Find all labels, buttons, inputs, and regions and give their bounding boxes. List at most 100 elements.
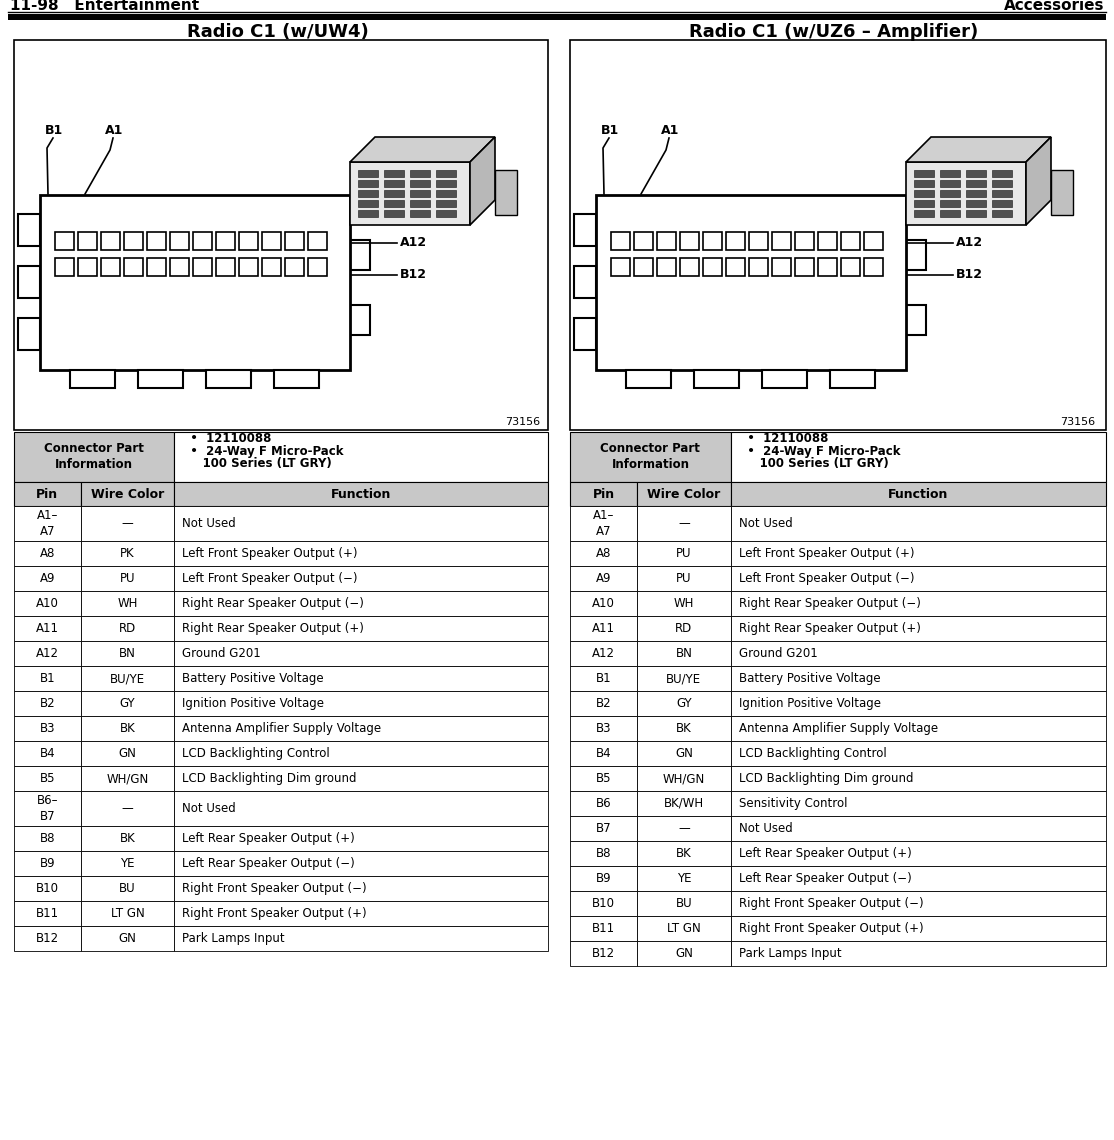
- Text: GY: GY: [676, 697, 692, 710]
- Text: B4: B4: [596, 747, 612, 760]
- Text: Function: Function: [331, 488, 391, 500]
- Text: YE: YE: [120, 857, 135, 870]
- Text: BK: BK: [119, 722, 135, 735]
- Bar: [14, 926, 80, 951]
- Bar: [193, 233, 212, 250]
- Bar: [174, 826, 548, 850]
- Bar: [174, 641, 548, 666]
- Bar: [966, 200, 986, 207]
- Bar: [80, 741, 174, 766]
- Bar: [726, 258, 745, 276]
- Text: BN: BN: [119, 648, 136, 660]
- Bar: [14, 766, 80, 791]
- Bar: [80, 482, 174, 506]
- Text: Right Rear Speaker Output (+): Right Rear Speaker Output (+): [739, 622, 920, 635]
- Bar: [436, 210, 456, 217]
- Text: Radio C1 (w/UZ6 – Amplifier): Radio C1 (w/UZ6 – Amplifier): [690, 23, 978, 41]
- Text: PU: PU: [119, 572, 135, 585]
- Bar: [174, 591, 548, 616]
- Text: B12: B12: [36, 933, 59, 945]
- Bar: [80, 565, 174, 591]
- Bar: [637, 506, 731, 542]
- Bar: [216, 258, 235, 276]
- Bar: [8, 14, 1106, 21]
- Bar: [14, 506, 80, 542]
- Bar: [637, 666, 731, 691]
- Bar: [731, 766, 1106, 791]
- Bar: [410, 200, 430, 207]
- Text: Right Rear Speaker Output (−): Right Rear Speaker Output (−): [739, 597, 920, 610]
- Text: Ground G201: Ground G201: [183, 648, 261, 660]
- Bar: [174, 432, 548, 482]
- Text: B12: B12: [400, 269, 427, 282]
- Bar: [991, 190, 1012, 197]
- Bar: [80, 506, 174, 542]
- Bar: [174, 691, 548, 716]
- Bar: [940, 170, 960, 177]
- Bar: [637, 641, 731, 666]
- Bar: [637, 542, 731, 565]
- Text: B9: B9: [596, 872, 612, 885]
- Bar: [731, 816, 1106, 841]
- Bar: [174, 876, 548, 901]
- Bar: [864, 258, 883, 276]
- Bar: [206, 370, 251, 388]
- Bar: [864, 233, 883, 250]
- Text: WH: WH: [674, 597, 694, 610]
- Bar: [637, 741, 731, 766]
- Bar: [14, 850, 80, 876]
- Text: 100 Series (LT GRY): 100 Series (LT GRY): [739, 456, 889, 470]
- Bar: [680, 258, 698, 276]
- Bar: [596, 195, 906, 370]
- Bar: [14, 616, 80, 641]
- Text: B2: B2: [40, 697, 56, 710]
- Bar: [18, 266, 40, 298]
- Bar: [637, 591, 731, 616]
- Bar: [174, 741, 548, 766]
- Bar: [350, 162, 470, 225]
- Bar: [40, 195, 350, 370]
- Bar: [913, 200, 934, 207]
- Text: A1–
A7: A1– A7: [37, 508, 58, 538]
- Bar: [384, 190, 404, 197]
- Bar: [731, 616, 1106, 641]
- Bar: [731, 841, 1106, 866]
- Text: BN: BN: [675, 648, 692, 660]
- Text: GN: GN: [675, 947, 693, 960]
- Bar: [731, 432, 1106, 482]
- Text: Left Rear Speaker Output (+): Left Rear Speaker Output (+): [183, 832, 355, 845]
- Bar: [610, 233, 631, 250]
- Bar: [14, 666, 80, 691]
- Text: 11-98   Entertainment: 11-98 Entertainment: [10, 0, 199, 14]
- Bar: [731, 641, 1106, 666]
- Text: A9: A9: [596, 572, 612, 585]
- Text: RD: RD: [675, 622, 693, 635]
- Bar: [174, 766, 548, 791]
- Text: Right Front Speaker Output (−): Right Front Speaker Output (−): [739, 897, 924, 910]
- Bar: [657, 258, 676, 276]
- Text: A1: A1: [661, 123, 680, 137]
- Bar: [570, 691, 637, 716]
- Bar: [634, 233, 653, 250]
- Text: RD: RD: [119, 622, 136, 635]
- Bar: [731, 866, 1106, 891]
- Bar: [14, 641, 80, 666]
- Bar: [703, 258, 722, 276]
- Bar: [495, 170, 517, 215]
- Text: B1: B1: [596, 671, 612, 685]
- Bar: [124, 233, 143, 250]
- Bar: [637, 816, 731, 841]
- Bar: [80, 850, 174, 876]
- Bar: [174, 616, 548, 641]
- Text: YE: YE: [676, 872, 691, 885]
- Bar: [637, 866, 731, 891]
- Bar: [637, 917, 731, 940]
- Text: LCD Backlighting Dim ground: LCD Backlighting Dim ground: [739, 772, 913, 785]
- Bar: [637, 791, 731, 816]
- Text: A10: A10: [592, 597, 615, 610]
- Text: B11: B11: [36, 907, 59, 920]
- Bar: [731, 891, 1106, 917]
- Bar: [147, 233, 166, 250]
- Bar: [726, 233, 745, 250]
- Bar: [570, 591, 637, 616]
